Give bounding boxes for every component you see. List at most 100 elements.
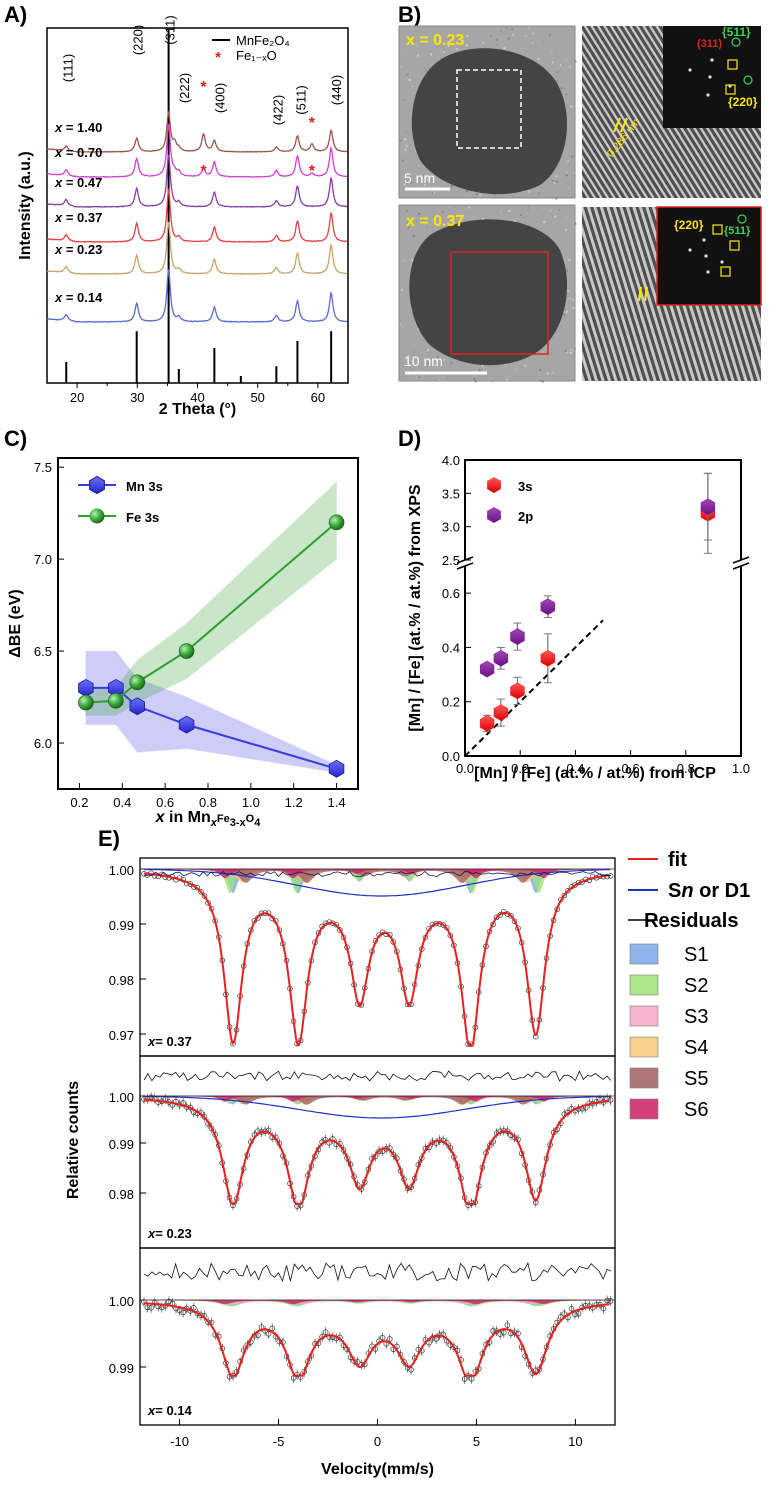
data-point-2p	[540, 598, 556, 616]
fft-label: {511}	[722, 25, 751, 39]
y-tick-label: 0.99	[109, 918, 134, 933]
tem-top-grain	[415, 150, 418, 153]
tem-top-grain	[517, 193, 520, 196]
fft-spot	[708, 75, 712, 79]
xrd-pattern	[46, 187, 348, 243]
fit-curve	[143, 1302, 610, 1377]
tem-top-grain	[505, 26, 508, 29]
tem-bottom-grain	[557, 228, 560, 230]
tem-bottom-grain	[551, 214, 554, 217]
tem-top-grain	[426, 178, 429, 181]
lattice-fringe	[342, 197, 402, 391]
tem-bottom-grain	[434, 364, 437, 367]
lattice-fringe	[582, 148, 614, 198]
tem-bottom-grain	[569, 297, 572, 300]
lattice-fringe	[622, 207, 680, 381]
panel-a-xrd: 20 30 40 50 60 2 Theta (°) Intensity (a.u.) x =…	[17, 15, 349, 418]
y-tick-label: 0.2	[442, 695, 460, 710]
lattice-fringe	[586, 26, 698, 198]
tem-top-grain	[399, 139, 402, 142]
tem-top-grain	[418, 165, 420, 167]
x-tick-label: 0.8	[199, 795, 217, 810]
tem-top-grain	[402, 99, 405, 102]
y-tick-label: 0.98	[109, 1187, 134, 1202]
data-point-fe	[178, 643, 195, 659]
tem-bottom-grain	[497, 210, 500, 213]
xrd-pattern	[46, 221, 348, 275]
pattern-label: x = 1.40	[54, 120, 102, 135]
tem-top-grain	[433, 191, 436, 194]
tem-top-grain	[500, 29, 503, 32]
tem-top-grain	[573, 172, 576, 175]
tem-bottom-grain	[410, 228, 413, 230]
lattice-fringe	[582, 212, 635, 381]
panel-e-label: E)	[98, 826, 120, 851]
peak-label: (311)	[163, 15, 178, 44]
legend-label: Residuals	[644, 910, 738, 932]
tem-top-grain	[532, 188, 535, 191]
tem-bottom-grain	[572, 307, 575, 310]
legend-swatch	[629, 974, 659, 996]
tem-top-grain	[490, 34, 493, 37]
panel-d-frame	[464, 459, 742, 757]
tem-top-grain	[565, 174, 568, 177]
tem-bottom-grain	[563, 314, 566, 316]
tem-top-grain	[466, 190, 468, 193]
x-tick-label: 1.0	[242, 795, 260, 810]
x-tick-label: 0.6	[156, 795, 174, 810]
fft-box	[720, 266, 731, 277]
fft-label: {511}	[724, 225, 751, 237]
spacing-marker	[643, 286, 649, 302]
tem-top-grain	[449, 189, 452, 192]
tem-bottom-grain	[528, 205, 530, 208]
tem-top-grain	[523, 28, 526, 31]
lattice-fringe	[582, 254, 622, 381]
x-tick-label: -5	[273, 1434, 285, 1449]
tem-top-grain	[427, 190, 430, 193]
legend-label: S1	[684, 944, 708, 966]
lattice-fringe	[582, 85, 653, 198]
data-point-2p	[700, 498, 716, 516]
lattice-fringe	[582, 44, 679, 198]
tem-bottom-grain	[521, 366, 524, 368]
tem-top-grain	[466, 35, 469, 38]
lattice-fringe	[589, 207, 648, 381]
tem-bottom-grain	[556, 222, 559, 225]
data-point-3s	[540, 649, 556, 667]
fft-circle	[737, 214, 747, 224]
fft-spot	[710, 58, 714, 62]
x-axis-title: [Mn] / [Fe] (at.% / at.%) from ICP	[474, 765, 716, 782]
tem-top-grain	[415, 44, 418, 47]
data-point-mn	[78, 678, 94, 697]
x-tick-label: 10	[568, 1434, 582, 1449]
tem-bottom-grain	[422, 227, 425, 230]
lattice-fringe	[771, 197, 784, 391]
tem-top-frame	[398, 25, 576, 199]
data-point	[337, 927, 343, 933]
lattice-fringe	[609, 207, 667, 381]
legend-label: S2	[684, 975, 708, 997]
tem-top-grain	[401, 159, 404, 162]
data-point-3s	[493, 704, 509, 721]
legend-marker-sphere	[89, 508, 105, 524]
tem-top-grain	[410, 150, 413, 153]
tem-top-grain	[556, 70, 559, 73]
peak-label: (440)	[329, 75, 344, 105]
tem-bottom-grain	[506, 378, 509, 381]
panel-b-label: B)	[398, 2, 421, 27]
tem-bottom-grain	[441, 211, 444, 214]
tem-bottom-grain	[535, 208, 538, 211]
tem-top-grain	[517, 49, 520, 52]
tem-bottom-grain	[558, 208, 561, 211]
fft-label: {220}	[728, 95, 758, 109]
tem-top-grain	[444, 192, 447, 195]
legend-swatch	[629, 1036, 659, 1058]
x-tick-label: 0.2	[511, 761, 529, 776]
tem-top-grain	[567, 182, 570, 185]
x-axis-title: x in MnxFe3-xO4	[155, 809, 262, 829]
tem-bottom-grain	[508, 209, 511, 212]
peak-label: (422)	[270, 95, 285, 125]
tem-bottom-grain	[567, 289, 570, 292]
tem-bottom-grain	[399, 319, 402, 322]
lattice-fringe	[777, 197, 784, 391]
